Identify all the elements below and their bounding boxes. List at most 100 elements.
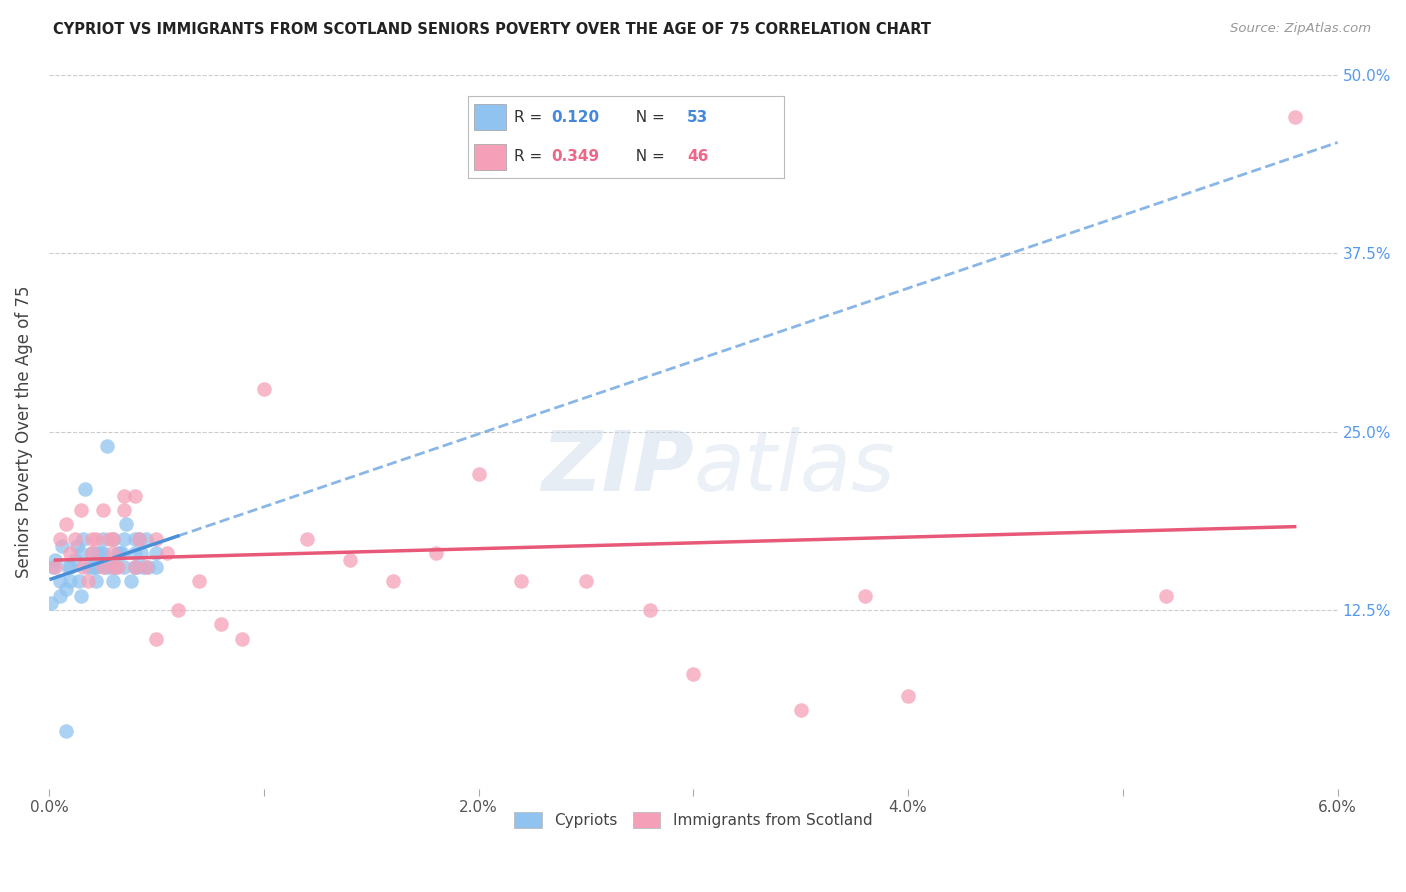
Point <box>124 560 146 574</box>
Point <box>59 546 82 560</box>
Text: Source: ZipAtlas.com: Source: ZipAtlas.com <box>1230 22 1371 36</box>
Point <box>59 574 82 589</box>
Point <box>103 574 125 589</box>
Point <box>132 560 155 574</box>
Point <box>39 596 62 610</box>
Point <box>145 632 167 646</box>
Point <box>72 532 94 546</box>
Point <box>72 560 94 574</box>
Point <box>80 546 103 560</box>
Point <box>1154 589 1177 603</box>
Point <box>94 560 117 574</box>
Point <box>156 546 179 560</box>
Point <box>209 617 232 632</box>
Point <box>112 560 135 574</box>
Point <box>107 546 129 560</box>
Point <box>98 532 121 546</box>
Point <box>166 603 188 617</box>
Point <box>188 574 211 589</box>
Point <box>295 532 318 546</box>
Point <box>145 532 167 546</box>
Point <box>339 553 361 567</box>
Point <box>145 546 167 560</box>
Point <box>76 560 98 574</box>
Legend: Cypriots, Immigrants from Scotland: Cypriots, Immigrants from Scotland <box>509 806 879 834</box>
Point <box>124 546 146 560</box>
Point <box>128 532 150 546</box>
Point <box>70 546 93 560</box>
Point <box>55 517 77 532</box>
Point <box>76 574 98 589</box>
Point <box>59 560 82 574</box>
Point <box>80 560 103 574</box>
Point <box>48 589 70 603</box>
Point <box>63 532 86 546</box>
Point <box>381 574 404 589</box>
Point <box>96 439 118 453</box>
Point <box>128 532 150 546</box>
Point <box>84 532 107 546</box>
Point <box>253 382 276 396</box>
Point <box>103 560 125 574</box>
Point <box>467 467 489 482</box>
Point <box>91 532 114 546</box>
Point <box>853 589 876 603</box>
Point <box>84 574 107 589</box>
Point <box>135 560 157 574</box>
Point <box>87 546 110 560</box>
Point <box>58 560 80 574</box>
Point <box>111 546 134 560</box>
Point <box>124 489 146 503</box>
Point <box>103 560 125 574</box>
Text: CYPRIOT VS IMMIGRANTS FROM SCOTLAND SENIORS POVERTY OVER THE AGE OF 75 CORRELATI: CYPRIOT VS IMMIGRANTS FROM SCOTLAND SENI… <box>53 22 931 37</box>
Point <box>103 532 125 546</box>
Text: ZIP: ZIP <box>541 426 693 508</box>
Point <box>98 560 121 574</box>
Point <box>44 560 66 574</box>
Point <box>91 546 114 560</box>
Point <box>145 560 167 574</box>
Point <box>789 703 811 717</box>
Point <box>107 560 129 574</box>
Point <box>66 539 89 553</box>
Point <box>425 546 447 560</box>
Point <box>80 532 103 546</box>
Point <box>108 546 131 560</box>
Point <box>103 546 125 560</box>
Point <box>897 689 920 703</box>
Point <box>55 582 77 596</box>
Point <box>91 503 114 517</box>
Point <box>89 546 111 560</box>
Point <box>120 574 142 589</box>
Point <box>48 574 70 589</box>
Point <box>44 553 66 567</box>
Point <box>103 532 125 546</box>
Point <box>51 539 73 553</box>
Point <box>70 589 93 603</box>
Point <box>42 560 65 574</box>
Point <box>55 724 77 739</box>
Point <box>112 503 135 517</box>
Point <box>124 560 146 574</box>
Point <box>575 574 598 589</box>
Point <box>1284 111 1306 125</box>
Point <box>70 503 93 517</box>
Point <box>124 532 146 546</box>
Point <box>112 489 135 503</box>
Point <box>84 560 107 574</box>
Point <box>136 560 159 574</box>
Text: atlas: atlas <box>693 426 896 508</box>
Point <box>104 560 127 574</box>
Point <box>125 560 148 574</box>
Point <box>115 517 138 532</box>
Point <box>640 603 662 617</box>
Point <box>682 667 704 681</box>
Point <box>112 532 135 546</box>
Y-axis label: Seniors Poverty Over the Age of 75: Seniors Poverty Over the Age of 75 <box>15 285 32 578</box>
Point <box>48 532 70 546</box>
Point <box>83 560 105 574</box>
Point <box>91 560 114 574</box>
Point <box>135 532 157 546</box>
Point <box>67 574 90 589</box>
Point <box>510 574 533 589</box>
